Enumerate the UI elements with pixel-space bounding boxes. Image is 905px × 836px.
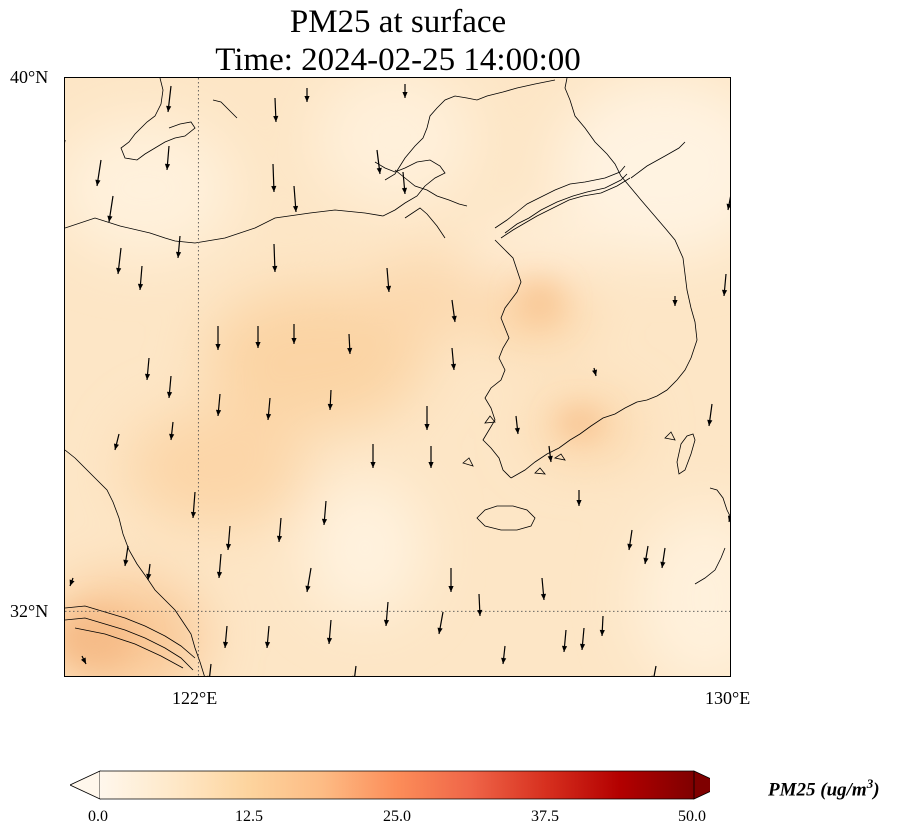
- wind-vector-head: [385, 285, 392, 292]
- wind-vector-head: [672, 300, 678, 306]
- colorbar-tick-label: 12.5: [235, 808, 263, 825]
- wind-vector-head: [726, 203, 730, 210]
- wind-vector-head: [477, 609, 483, 616]
- wind-vector-head: [116, 267, 122, 274]
- wind-vector-head: [222, 641, 229, 648]
- colorbar-tick-label: 25.0: [383, 808, 411, 825]
- wind-vector-head: [437, 627, 443, 634]
- wind-vector-head: [146, 573, 152, 580]
- wind-vector-head: [376, 167, 382, 174]
- wind-vector-head: [721, 289, 728, 296]
- wind-vector-head: [137, 283, 144, 290]
- wind-vector-head: [175, 251, 182, 258]
- wind-vector-head: [428, 462, 434, 468]
- wind-vector: [354, 665, 357, 676]
- wind-vector-head: [327, 403, 333, 410]
- wind-vector-head: [592, 369, 598, 376]
- wind-vector-head: [169, 433, 175, 440]
- wind-vector-head: [80, 657, 86, 664]
- wind-vector-head: [207, 675, 210, 676]
- wind-vector-head: [501, 657, 507, 664]
- wind-vector-head: [264, 641, 271, 648]
- wind-vector: [653, 665, 657, 676]
- wind-vector-head: [95, 179, 101, 186]
- wind-vector-head: [276, 535, 283, 542]
- wind-vector-head: [448, 586, 454, 592]
- wind-vector-head: [225, 543, 232, 550]
- wind-vector-head: [352, 675, 355, 676]
- wind-vector-head: [540, 593, 547, 600]
- colorbar-extend-min: [70, 770, 101, 800]
- wind-vector-head: [402, 92, 408, 98]
- colorbar-tick-label: 50.0: [678, 808, 706, 825]
- wind-vector: [209, 663, 212, 676]
- wind-vector-head: [347, 347, 353, 354]
- wind-vector-head: [271, 185, 277, 192]
- wind-vector-head: [166, 391, 173, 398]
- map-canvas: [65, 78, 730, 676]
- wind-vector-head: [727, 515, 730, 522]
- colorbar-gradient: [100, 771, 694, 799]
- wind-vector-head: [272, 265, 278, 272]
- wind-vector-head: [164, 163, 171, 170]
- wind-vector-head: [651, 675, 654, 676]
- lon-tick-label: 122°E: [172, 688, 218, 708]
- wind-vector-head: [451, 315, 457, 322]
- wind-vector-head: [627, 543, 633, 550]
- colorbar-tick-label: 0.0: [88, 808, 108, 825]
- wind-vector-head: [450, 363, 457, 370]
- map-title-line1: PM25 at surface: [289, 4, 507, 40]
- colorbar-title: PM25 (ug/m3): [768, 776, 880, 801]
- map-title-line2: Time: 2024-02-25 14:00:00: [215, 42, 581, 78]
- wind-vector-head: [123, 559, 129, 566]
- wind-vectors: [65, 84, 730, 676]
- wind-vector-head: [166, 105, 172, 112]
- coastlines: [65, 78, 730, 676]
- wind-vector-head: [424, 424, 430, 430]
- lat-tick-label: 32°N: [10, 601, 49, 621]
- wind-vector-head: [660, 561, 666, 568]
- wind-vector-head: [69, 579, 75, 586]
- wind-vector-head: [579, 643, 586, 650]
- colorbar-extend-max: [693, 770, 710, 800]
- colorbar-tick-label: 37.5: [531, 808, 559, 825]
- wind-vector-head: [144, 373, 151, 380]
- map-panel: [64, 77, 731, 677]
- wind-vector-head: [643, 557, 649, 564]
- wind-vector-head: [291, 338, 297, 344]
- gridlines: [65, 78, 730, 676]
- wind-vector-head: [107, 215, 113, 222]
- wind-vector-head: [383, 619, 390, 626]
- wind-vector-head: [326, 637, 333, 644]
- wind-vector-head: [561, 645, 568, 652]
- wind-vector-head: [216, 571, 223, 578]
- wind-vector-head: [707, 419, 713, 426]
- wind-vector-head: [265, 413, 272, 420]
- wind-vector-head: [401, 187, 408, 194]
- wind-vector-head: [215, 344, 221, 350]
- wind-vector-head: [292, 205, 299, 212]
- wind-vector-head: [305, 585, 311, 592]
- wind-vector-head: [113, 443, 119, 450]
- wind-vector-head: [547, 455, 553, 462]
- wind-vector-head: [370, 462, 376, 468]
- wind-vector-head: [304, 96, 310, 102]
- lat-tick-label: 40°N: [10, 67, 49, 87]
- wind-vector-head: [273, 115, 279, 122]
- wind-vector-head: [576, 500, 582, 506]
- colorbar: [70, 770, 710, 800]
- wind-vector-head: [599, 629, 605, 636]
- wind-vector-head: [190, 511, 197, 518]
- wind-vector-head: [321, 518, 328, 525]
- lon-tick-label: 130°E: [705, 688, 751, 708]
- wind-vector-head: [514, 427, 520, 434]
- wind-vector-head: [255, 342, 261, 348]
- wind-vector-head: [215, 409, 222, 416]
